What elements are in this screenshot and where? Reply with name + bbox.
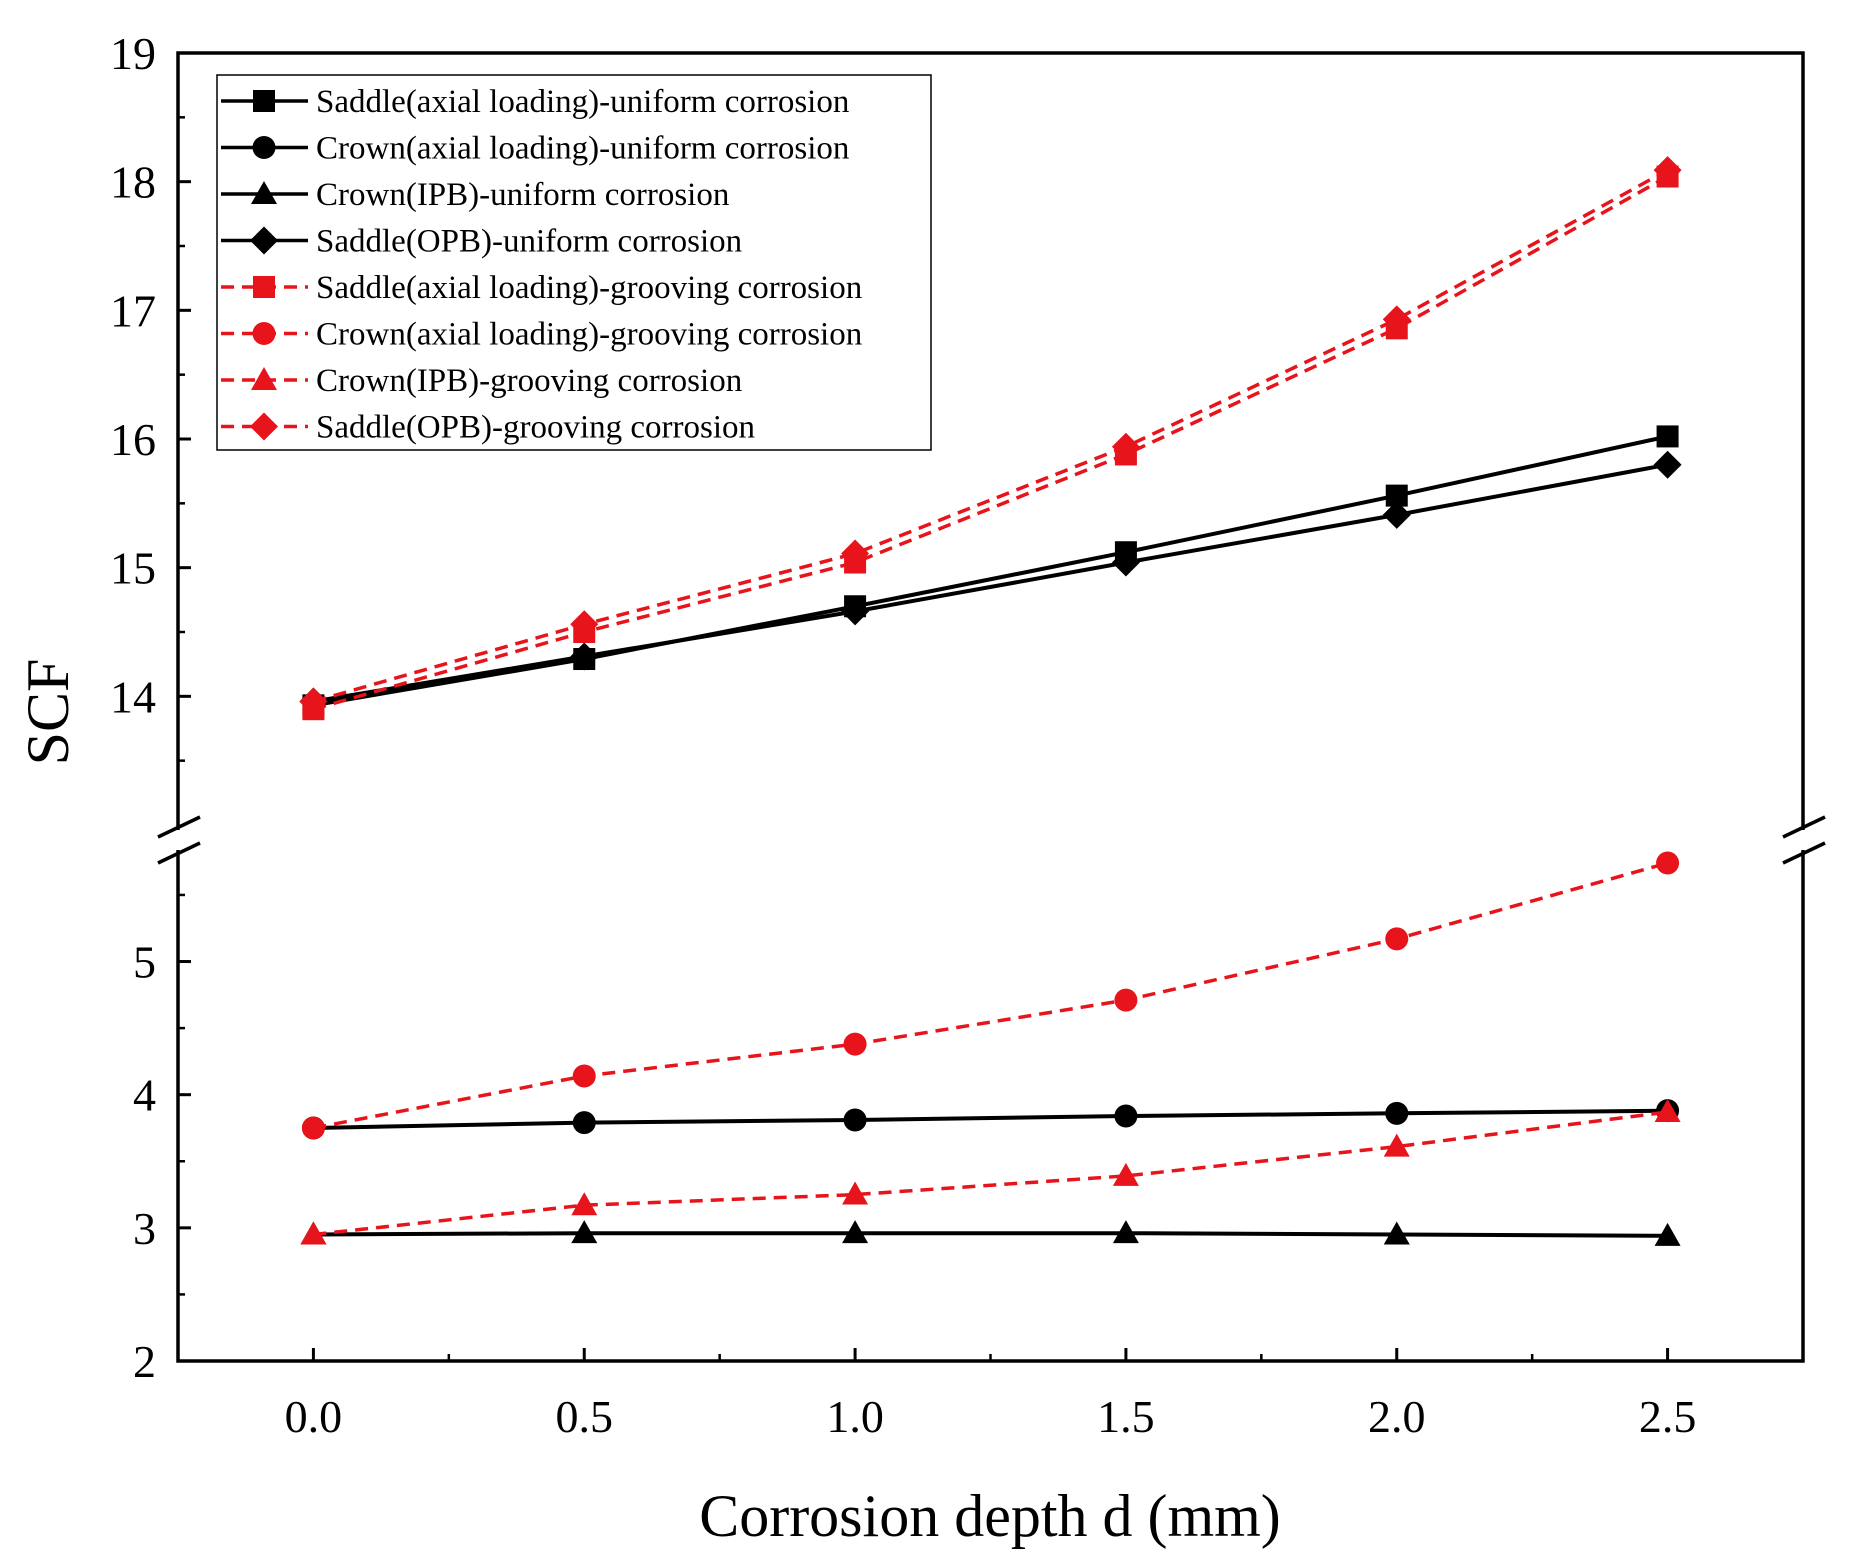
series-crown-axial-loading-uniform-corrosion-point-2 (843, 1108, 867, 1132)
series-saddle-axial-loading-grooving-corrosion-line (312, 174, 1669, 711)
legend-box (216, 74, 932, 451)
series-crown-axial-loading-grooving-corrosion-point-3 (1114, 988, 1138, 1012)
legend-entry-saddle-opb-uniform-corrosion-marker (250, 226, 278, 255)
series-saddle-opb-uniform-corrosion-point-2 (841, 597, 870, 626)
series-saddle-opb-grooving-corrosion-point-3 (1111, 432, 1140, 461)
series-crown-axial-loading-grooving-corrosion-point-2 (843, 1032, 867, 1056)
legend-entry-saddle-opb-uniform-corrosion: Saddle(OPB)-uniform corrosion (221, 224, 742, 260)
series-saddle-axial-loading-uniform-corrosion-line (313, 434, 1669, 708)
series-crown-axial-loading-uniform-corrosion-point-3 (1114, 1104, 1138, 1128)
y-lower-tick-label-0: 2 (133, 1336, 156, 1387)
legend-entry-saddle-axial-loading-grooving-corrosion: Saddle(axial loading)-grooving corrosion (221, 270, 862, 306)
legend-entry-crown-ipb-uniform-corrosion: Crown(IPB)-uniform corrosion (221, 177, 729, 213)
x-tick-label-2: 1.0 (826, 1391, 884, 1442)
break-gap-right (1785, 830, 1821, 850)
legend-entry-saddle-axial-loading-uniform-corrosion: Saddle(axial loading)-uniform corrosion (221, 84, 849, 120)
series-crown-ipb-grooving-corrosion-point-4 (1383, 1133, 1410, 1157)
series-crown-ipb-uniform-corrosion-point-1 (571, 1220, 598, 1244)
legend-entry-crown-axial-loading-uniform-corrosion-marker (252, 136, 276, 159)
series-saddle-opb-grooving-corrosion-point-0 (299, 687, 328, 716)
series-crown-ipb-uniform-corrosion-line (313, 1231, 1668, 1238)
series-crown-ipb-uniform-corrosion-point-4 (1383, 1221, 1410, 1245)
legend-entry-saddle-axial-loading-uniform-corrosion-marker (253, 90, 275, 112)
series-crown-axial-loading-grooving-corrosion-point-1 (572, 1064, 596, 1088)
legend-entry-saddle-axial-loading-uniform-corrosion-label: Saddle(axial loading)-uniform corrosion (316, 84, 849, 120)
legend-entry-saddle-axial-loading-grooving-corrosion-marker (253, 276, 275, 298)
y-upper-tick-label-1: 15 (110, 543, 156, 594)
break-mark-left-lower (157, 841, 201, 865)
legend-entry-crown-ipb-grooving-corrosion: Crown(IPB)-grooving corrosion (221, 363, 742, 399)
x-tick-label-5: 2.5 (1639, 1391, 1697, 1442)
series-saddle-axial-loading-uniform-corrosion-point-5 (1656, 425, 1679, 448)
series-crown-ipb-uniform-corrosion-point-2 (842, 1220, 869, 1244)
series-crown-axial-loading-grooving-corrosion-point-0 (301, 1116, 325, 1140)
y-upper-tick-label-5: 19 (110, 28, 156, 79)
legend-entry-crown-ipb-grooving-corrosion-label: Crown(IPB)-grooving corrosion (316, 363, 742, 399)
series-crown-ipb-uniform-corrosion-point-3 (1112, 1220, 1139, 1244)
legend-entry-saddle-axial-loading-grooving-corrosion-label: Saddle(axial loading)-grooving corrosion (316, 270, 862, 306)
series-crown-ipb-grooving-corrosion-line (313, 1110, 1668, 1237)
legend-entry-crown-axial-loading-uniform-corrosion: Crown(axial loading)-uniform corrosion (221, 131, 849, 167)
legend-entry-crown-ipb-uniform-corrosion-marker (251, 181, 277, 204)
series-saddle-opb-grooving-corrosion-point-4 (1382, 305, 1411, 334)
series-saddle-opb-uniform-corrosion-line (313, 462, 1668, 704)
series-saddle-opb-uniform-corrosion-point-5 (1653, 450, 1682, 479)
series-saddle-opb-uniform-corrosion-point-4 (1382, 500, 1411, 529)
y-upper-tick-label-2: 16 (110, 414, 156, 465)
legend-entry-crown-ipb-uniform-corrosion-label: Crown(IPB)-uniform corrosion (316, 177, 729, 213)
break-mark-right-upper (1782, 815, 1826, 839)
series-crown-ipb-grooving-corrosion-point-2 (842, 1181, 869, 1205)
axis-break-marks (157, 815, 1826, 865)
series-saddle-opb-grooving-corrosion-point-5 (1653, 156, 1682, 185)
series-crown-ipb-grooving-corrosion-point-0 (300, 1221, 327, 1245)
break-mark-right-lower (1782, 841, 1826, 865)
y-lower-tick-label-3: 5 (133, 937, 156, 988)
x-tick-label-1: 0.5 (556, 1391, 614, 1442)
series-crown-ipb-grooving-corrosion-point-3 (1112, 1162, 1139, 1186)
legend-entry-saddle-opb-uniform-corrosion-label: Saddle(OPB)-uniform corrosion (316, 224, 742, 260)
y-upper-tick-label-3: 17 (110, 285, 156, 336)
series-saddle-opb-uniform-corrosion-point-1 (570, 642, 599, 671)
series-layer (299, 156, 1682, 1246)
series-crown-axial-loading-grooving-corrosion (301, 851, 1680, 1140)
legend-entry-crown-axial-loading-grooving-corrosion-marker (252, 322, 276, 345)
break-mark-left-upper (157, 815, 201, 839)
series-crown-ipb-grooving-corrosion-point-5 (1654, 1098, 1681, 1122)
series-crown-ipb-uniform-corrosion-point-5 (1654, 1222, 1681, 1246)
legend-entry-crown-ipb-grooving-corrosion-marker (251, 367, 277, 390)
legend: Saddle(axial loading)-uniform corrosion C… (216, 74, 932, 451)
series-saddle-opb-grooving-corrosion-point-1 (570, 610, 599, 639)
series-saddle-opb-grooving-corrosion (299, 156, 1682, 716)
break-gap-left (160, 830, 196, 850)
series-saddle-opb-uniform-corrosion-point-3 (1111, 548, 1140, 577)
series-saddle-opb-grooving-corrosion-line (312, 168, 1669, 704)
x-tick-label-0: 0.0 (285, 1391, 343, 1442)
series-saddle-opb-grooving-corrosion-point-2 (841, 539, 870, 568)
plot-frame (176, 51, 1805, 1363)
y-axis-title: SCF (15, 659, 81, 766)
y-lower-tick-label-1: 3 (133, 1203, 156, 1254)
legend-entry-saddle-opb-grooving-corrosion-label: Saddle(OPB)-grooving corrosion (316, 410, 755, 446)
y-lower-tick-label-2: 4 (133, 1070, 156, 1121)
legend-entry-crown-axial-loading-uniform-corrosion-label: Crown(axial loading)-uniform corrosion (316, 131, 849, 167)
y-upper-tick-label-4: 18 (110, 157, 156, 208)
series-crown-axial-loading-uniform-corrosion-point-1 (572, 1111, 596, 1135)
x-axis-title: Corrosion depth d (mm) (699, 1483, 1281, 1549)
series-crown-ipb-grooving-corrosion (300, 1098, 1681, 1245)
legend-entry-crown-axial-loading-grooving-corrosion-label: Crown(axial loading)-grooving corrosion (316, 317, 862, 353)
y-upper-tick-label-0: 14 (110, 671, 156, 722)
series-crown-axial-loading-grooving-corrosion-point-5 (1656, 851, 1680, 875)
x-tick-label-4: 2.0 (1368, 1391, 1426, 1442)
legend-entry-crown-axial-loading-grooving-corrosion: Crown(axial loading)-grooving corrosion (221, 317, 862, 353)
legend-entry-saddle-opb-grooving-corrosion-marker (250, 412, 278, 441)
series-crown-axial-loading-uniform-corrosion-point-4 (1385, 1101, 1409, 1125)
legend-entry-saddle-opb-grooving-corrosion: Saddle(OPB)-grooving corrosion (221, 410, 755, 446)
x-tick-label-3: 1.5 (1097, 1391, 1155, 1442)
series-crown-ipb-grooving-corrosion-point-1 (571, 1192, 598, 1216)
series-saddle-axial-loading-uniform-corrosion-point-4 (1385, 484, 1408, 507)
series-crown-axial-loading-uniform-corrosion-line (313, 1108, 1668, 1130)
series-crown-axial-loading-grooving-corrosion-point-4 (1385, 927, 1409, 951)
